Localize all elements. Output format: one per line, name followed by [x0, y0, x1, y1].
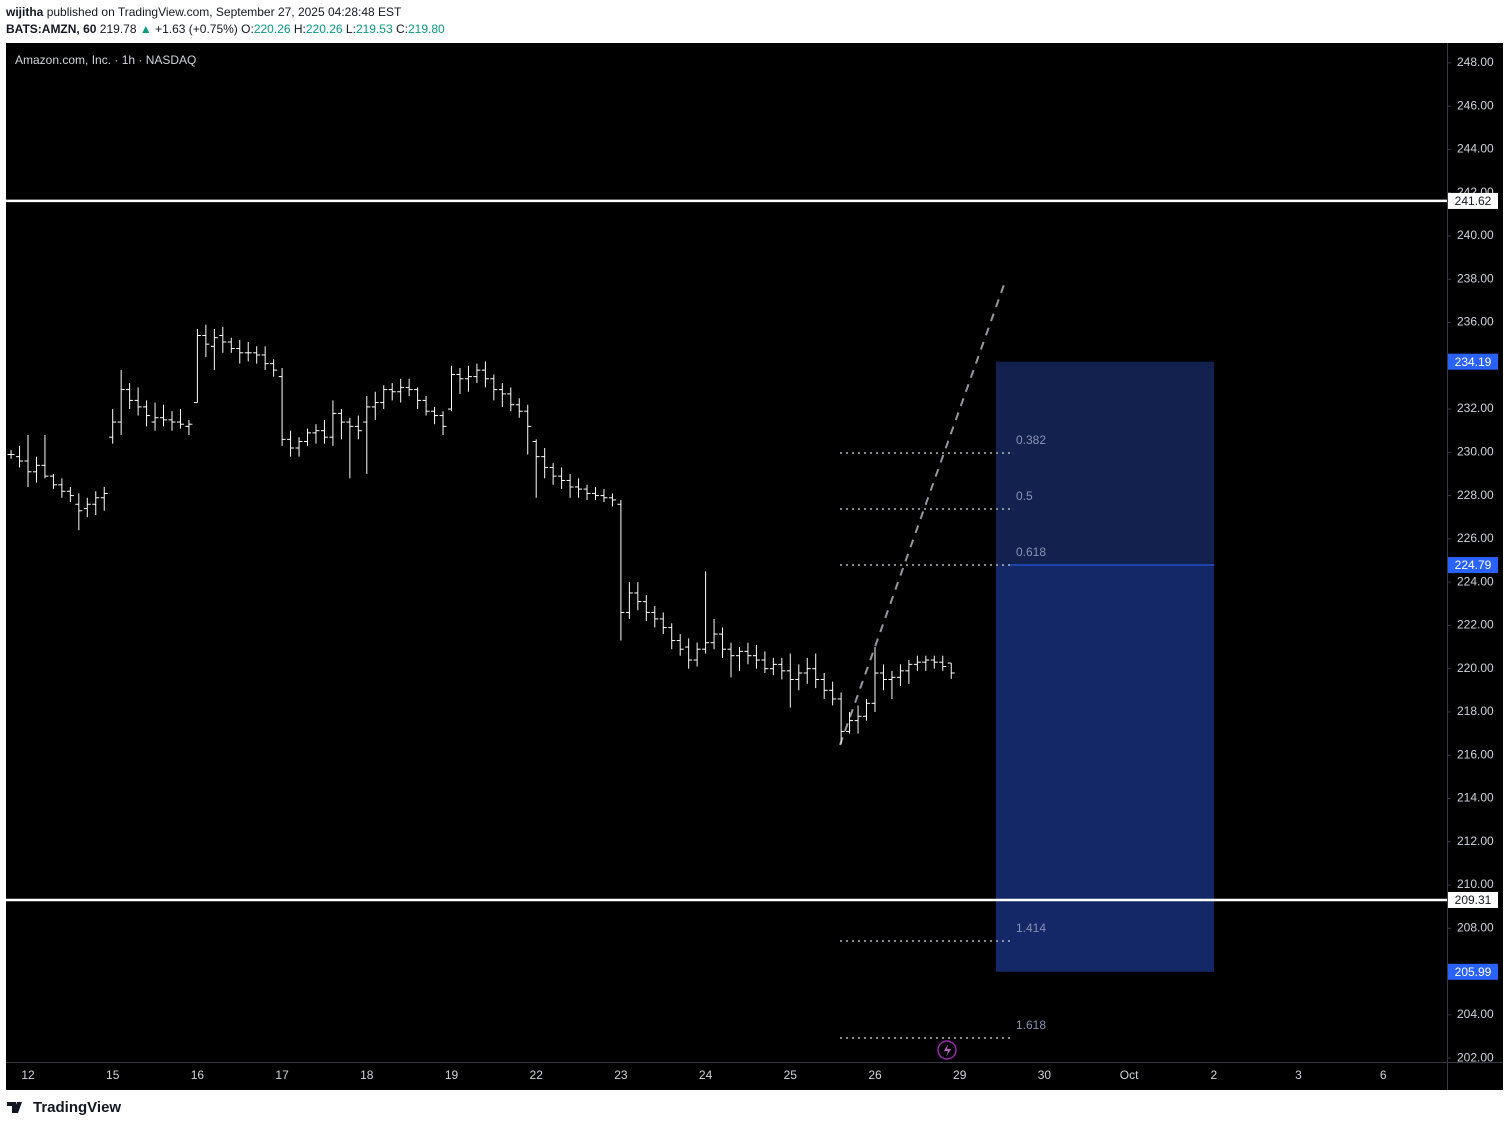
- x-tick-label: 2: [1210, 1068, 1217, 1082]
- logo-mark: [7, 1102, 22, 1113]
- y-tick-label: 244.00: [1457, 142, 1494, 156]
- h-label: H:: [294, 22, 306, 36]
- y-tick-label: 208.00: [1457, 920, 1494, 934]
- y-tick-label: 222.00: [1457, 618, 1494, 632]
- price-label: 205.99: [1455, 965, 1492, 979]
- event-icon: [937, 1040, 957, 1060]
- price-label-box: [1448, 557, 1498, 574]
- x-tick-label: 16: [191, 1068, 205, 1082]
- y-tick-label: 204.00: [1457, 1007, 1494, 1021]
- y-tick-label: 212.00: [1457, 834, 1494, 848]
- y-tick-label: 240.00: [1457, 228, 1494, 242]
- x-tick-label: Oct: [1120, 1068, 1139, 1082]
- x-tick-label: 17: [275, 1068, 289, 1082]
- fib-label: 0.382: [1016, 433, 1046, 447]
- x-tick-label: 18: [360, 1068, 374, 1082]
- y-tick-label: 226.00: [1457, 531, 1494, 545]
- o-value: 220.26: [254, 22, 291, 36]
- change: +1.63 (+0.75%): [155, 22, 238, 36]
- range-box-lower: [996, 565, 1214, 972]
- o-label: O:: [241, 22, 254, 36]
- last-price: 219.78: [100, 22, 137, 36]
- chart-title: Amazon.com, Inc. · 1h · NASDAQ: [15, 53, 196, 67]
- x-tick-label: 15: [106, 1068, 120, 1082]
- y-tick-label: 228.00: [1457, 488, 1494, 502]
- arrow: ▲: [140, 22, 152, 36]
- y-tick-label: 232.00: [1457, 401, 1494, 415]
- x-tick-label: 25: [784, 1068, 798, 1082]
- l-value: 219.53: [356, 22, 393, 36]
- y-tick-label: 210.00: [1457, 877, 1494, 891]
- l-label: L:: [346, 22, 356, 36]
- y-tick-label: 238.00: [1457, 271, 1494, 285]
- fib-label: 1.618: [1016, 1018, 1046, 1032]
- price-label: 234.19: [1455, 355, 1492, 369]
- y-tick-label: 202.00: [1457, 1050, 1494, 1064]
- y-tick-label: 214.00: [1457, 791, 1494, 805]
- range-box-upper: [996, 361, 1214, 566]
- c-label: C:: [396, 22, 408, 36]
- y-tick-label: 230.00: [1457, 445, 1494, 459]
- x-tick-label: 19: [445, 1068, 459, 1082]
- y-tick-label: 216.00: [1457, 747, 1494, 761]
- x-tick-label: 30: [1038, 1068, 1052, 1082]
- x-tick-label: 23: [614, 1068, 628, 1082]
- y-tick-label: 220.00: [1457, 661, 1494, 675]
- event-circle: [937, 1040, 957, 1060]
- x-tick-label: 22: [530, 1068, 544, 1082]
- y-tick-label: 248.00: [1457, 55, 1494, 69]
- fib-label: 1.414: [1016, 921, 1046, 935]
- y-tick-label: 224.00: [1457, 574, 1494, 588]
- author: wijitha: [5, 5, 44, 19]
- x-tick-label: 12: [21, 1068, 35, 1082]
- price-label: 224.79: [1455, 558, 1492, 572]
- y-tick-label: 218.00: [1457, 704, 1494, 718]
- x-tick-label: 6: [1380, 1068, 1387, 1082]
- header-line: wijitha published on TradingView.com, Se…: [5, 5, 402, 19]
- legend-line: BATS:AMZN, 60 219.78 ▲ +1.63 (+0.75%) O:…: [6, 22, 445, 36]
- published: published on TradingView.com, September …: [47, 5, 402, 19]
- price-label-box: [1448, 192, 1498, 209]
- price-label-box: [1448, 963, 1498, 980]
- y-tick-label: 246.00: [1457, 98, 1494, 112]
- price-label-box: [1448, 353, 1498, 370]
- symbol: BATS:AMZN, 60: [6, 22, 97, 36]
- y-tick-label: 236.00: [1457, 315, 1494, 329]
- price-label-box: [1448, 891, 1498, 908]
- fib-label: 0.5: [1016, 489, 1033, 503]
- price-label: 241.62: [1455, 194, 1492, 208]
- x-tick-label: 3: [1295, 1068, 1302, 1082]
- x-tick-label: 29: [953, 1068, 967, 1082]
- footer-logo: TradingView: [7, 1099, 121, 1116]
- chart-background: [6, 43, 1503, 1090]
- h-value: 220.26: [306, 22, 343, 36]
- price-label: 209.31: [1455, 893, 1492, 907]
- trend-line: [839, 281, 1006, 746]
- brand: TradingView: [33, 1099, 121, 1116]
- x-tick-label: 26: [868, 1068, 882, 1082]
- x-tick-label: 24: [699, 1068, 713, 1082]
- fib-label: 0.618: [1016, 545, 1046, 559]
- c-value: 219.80: [408, 22, 445, 36]
- event-bolt: [944, 1044, 951, 1057]
